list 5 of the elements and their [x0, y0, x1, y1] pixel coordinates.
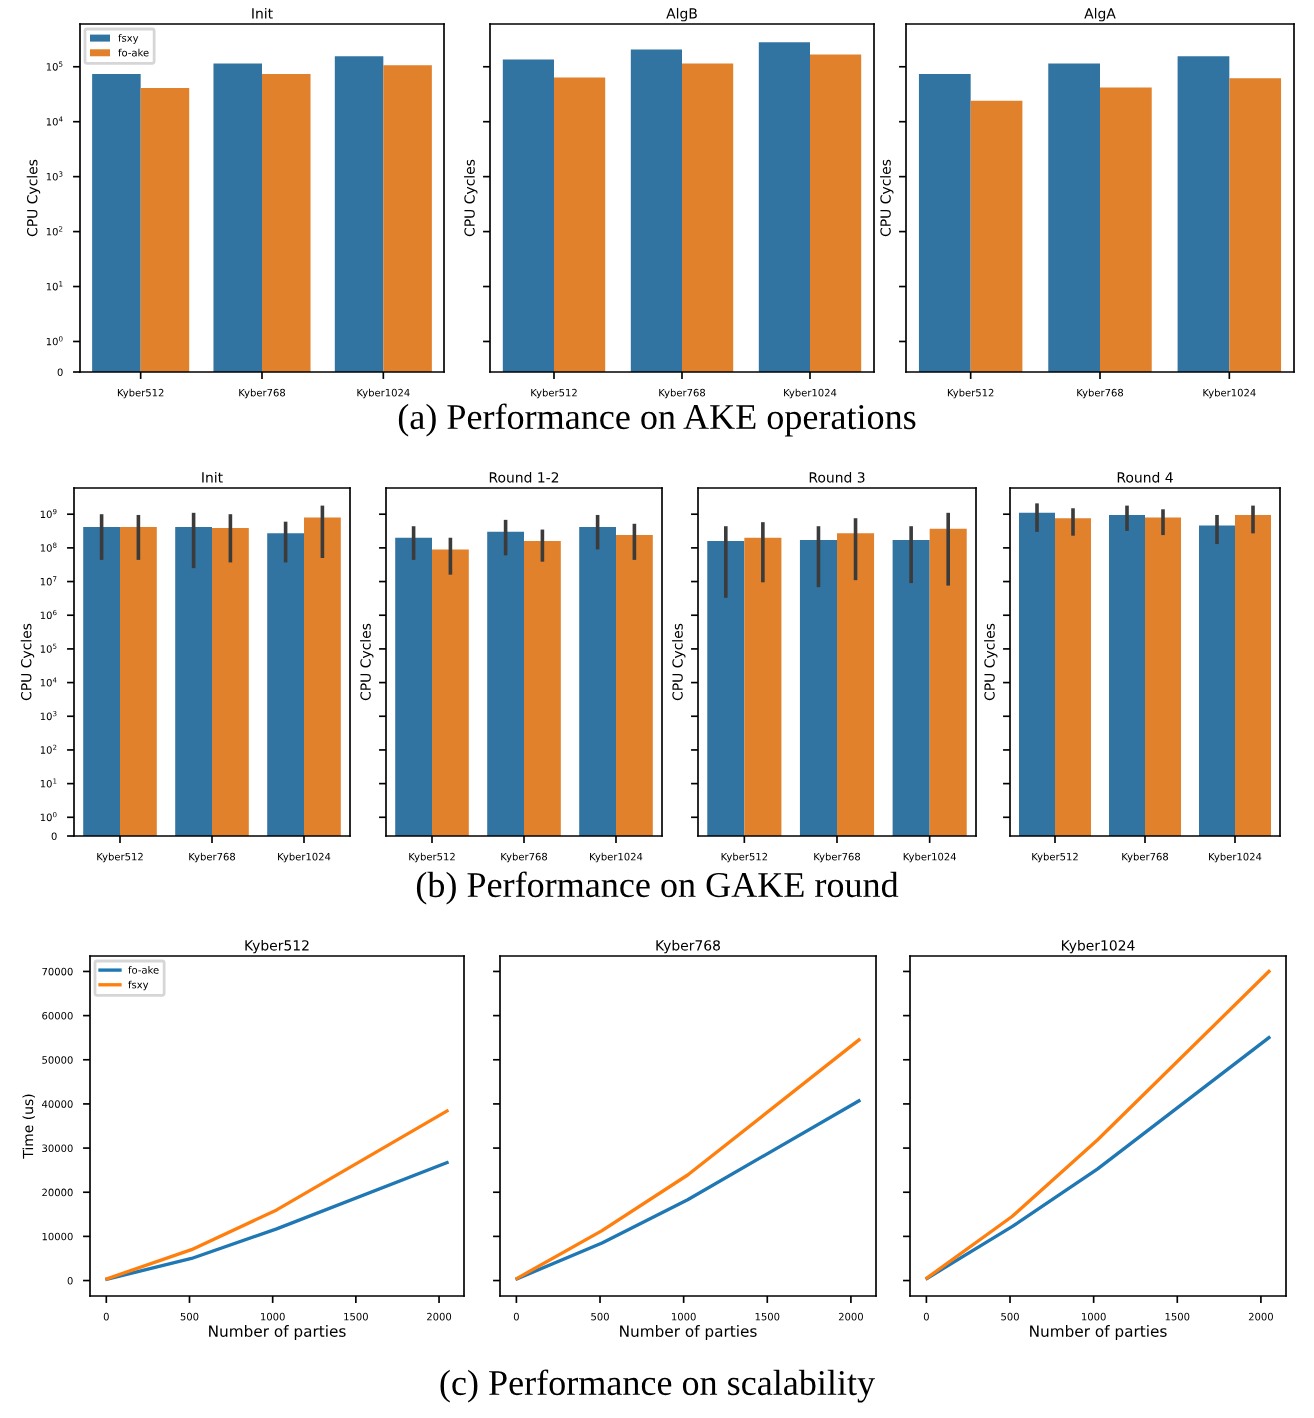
- text: (a) Performance on AKE operations: [398, 403, 916, 437]
- text: (b) Performance on GAKE round: [416, 871, 899, 905]
- line-series: [105, 1160, 449, 1281]
- text: (c) Performance on scalability: [440, 1369, 875, 1403]
- line-series: [105, 1109, 449, 1281]
